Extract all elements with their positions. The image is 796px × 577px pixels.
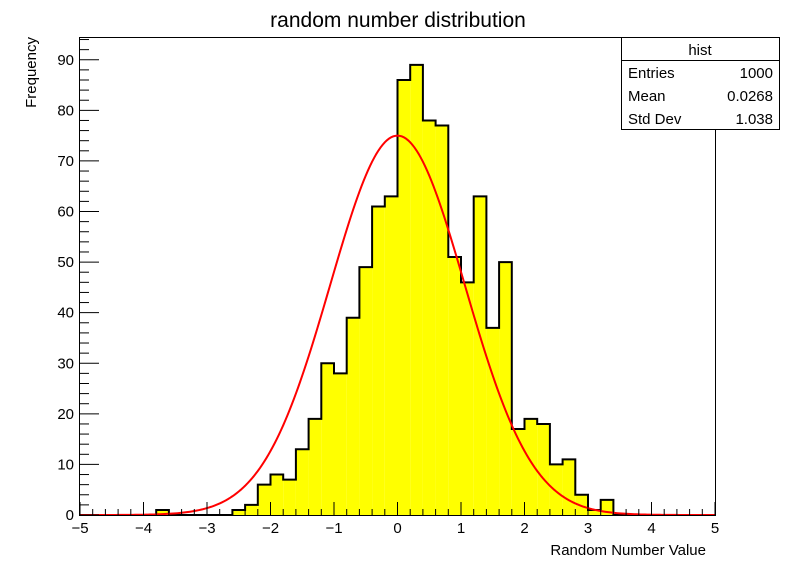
histogram-bar — [524, 418, 538, 515]
histogram-bar — [232, 509, 246, 515]
histogram-bar — [448, 257, 461, 515]
x-axis-ticks: −5 −4 −3 −2 −1 0 1 2 3 4 5 — [71, 502, 719, 537]
stats-mean-label: Mean — [628, 88, 666, 105]
stats-entries-label: Entries — [628, 65, 675, 82]
histogram-bar — [499, 262, 512, 515]
histogram-bar — [422, 120, 436, 515]
histogram-bar — [384, 196, 398, 516]
y-tick-label: 50 — [57, 254, 74, 271]
histogram-bar — [270, 474, 284, 515]
x-tick-label: −4 — [135, 520, 152, 537]
histogram-bar — [295, 449, 309, 515]
histogram-bar — [283, 479, 296, 515]
y-tick-label: 0 — [66, 507, 74, 524]
histogram-bar — [486, 327, 500, 515]
y-tick-label: 20 — [57, 406, 74, 423]
x-tick-label: 0 — [393, 520, 401, 537]
y-tick-label: 70 — [57, 153, 74, 170]
y-tick-label: 30 — [57, 355, 74, 372]
stats-stddev-value: 1.038 — [735, 111, 773, 128]
histogram-bar — [511, 429, 525, 515]
y-tick-label: 10 — [57, 456, 74, 473]
y-tick-label: 90 — [57, 52, 74, 69]
histogram-bar — [321, 363, 334, 515]
y-axis-ticks: 0 10 20 30 40 50 60 70 80 90 — [57, 39, 99, 524]
histogram-bar — [359, 267, 373, 515]
x-axis-label: Random Number Value — [550, 542, 706, 559]
x-tick-label: −1 — [325, 520, 342, 537]
plot-frame — [79, 37, 716, 516]
histogram-bar — [435, 125, 449, 515]
stats-box-title: hist — [688, 42, 712, 59]
histogram-bar — [346, 317, 360, 515]
histogram-bar — [549, 464, 563, 515]
histogram-bar — [372, 206, 385, 515]
gaussian-fit-curve — [80, 134, 715, 516]
x-tick-label: −5 — [71, 520, 88, 537]
histogram-bar — [334, 373, 347, 515]
x-tick-label: 4 — [647, 520, 655, 537]
histogram-bar — [410, 64, 423, 516]
stats-stddev-label: Std Dev — [628, 111, 682, 128]
x-tick-label: 2 — [520, 520, 528, 537]
x-tick-label: −2 — [262, 520, 279, 537]
y-tick-label: 60 — [57, 204, 74, 221]
y-tick-label: 40 — [57, 305, 74, 322]
stats-mean-value: 0.0268 — [727, 88, 773, 105]
histogram-bar — [308, 418, 322, 515]
histogram-bar — [588, 509, 601, 515]
histogram-bar — [473, 196, 487, 516]
y-tick-label: 80 — [57, 102, 74, 119]
histogram-bar — [562, 459, 576, 515]
x-tick-label: −3 — [198, 520, 215, 537]
stats-entries-value: 1000 — [740, 65, 773, 82]
histogram-bar — [575, 494, 588, 515]
histogram-bar — [537, 423, 550, 515]
x-tick-label: 1 — [457, 520, 465, 537]
histogram-bar — [461, 282, 474, 515]
histogram-bar — [257, 484, 271, 515]
x-tick-label: 3 — [584, 520, 592, 537]
histogram-bars — [156, 64, 614, 516]
histogram-bar — [156, 509, 169, 515]
histogram-bar — [245, 504, 258, 515]
stats-box-frame — [621, 37, 780, 130]
x-tick-label: 5 — [711, 520, 719, 537]
chart-title: random number distribution — [270, 9, 526, 32]
stats-box: hist Entries 1000 Mean 0.0268 Std Dev 1.… — [621, 37, 780, 130]
y-axis-label: Frequency — [23, 37, 40, 108]
histogram-bar — [397, 79, 411, 516]
